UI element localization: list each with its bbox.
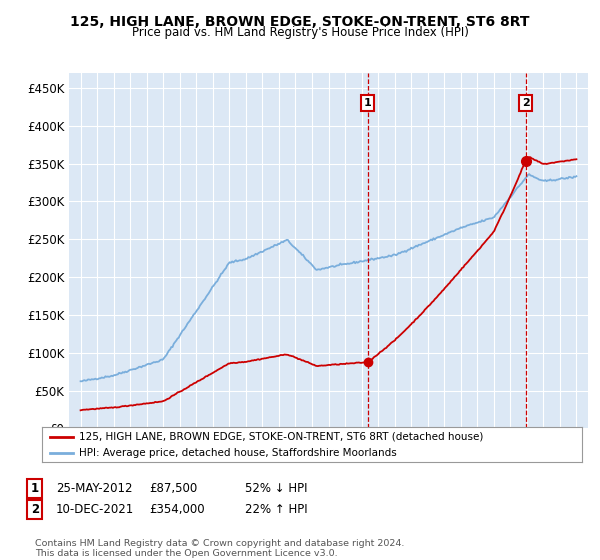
Text: 22% ↑ HPI: 22% ↑ HPI: [245, 503, 307, 516]
Text: 52% ↓ HPI: 52% ↓ HPI: [245, 482, 307, 495]
Text: HPI: Average price, detached house, Staffordshire Moorlands: HPI: Average price, detached house, Staf…: [79, 447, 397, 458]
Text: £87,500: £87,500: [149, 482, 197, 495]
Text: £354,000: £354,000: [149, 503, 205, 516]
Text: Price paid vs. HM Land Registry's House Price Index (HPI): Price paid vs. HM Land Registry's House …: [131, 26, 469, 39]
Text: 125, HIGH LANE, BROWN EDGE, STOKE-ON-TRENT, ST6 8RT: 125, HIGH LANE, BROWN EDGE, STOKE-ON-TRE…: [70, 15, 530, 29]
Text: 125, HIGH LANE, BROWN EDGE, STOKE-ON-TRENT, ST6 8RT (detached house): 125, HIGH LANE, BROWN EDGE, STOKE-ON-TRE…: [79, 432, 483, 442]
Text: 10-DEC-2021: 10-DEC-2021: [56, 503, 134, 516]
Text: 1: 1: [31, 482, 39, 495]
Text: 25-MAY-2012: 25-MAY-2012: [56, 482, 133, 495]
Text: Contains HM Land Registry data © Crown copyright and database right 2024.
This d: Contains HM Land Registry data © Crown c…: [35, 539, 404, 558]
Text: 2: 2: [31, 503, 39, 516]
Text: 1: 1: [364, 98, 372, 108]
Text: 2: 2: [522, 98, 530, 108]
